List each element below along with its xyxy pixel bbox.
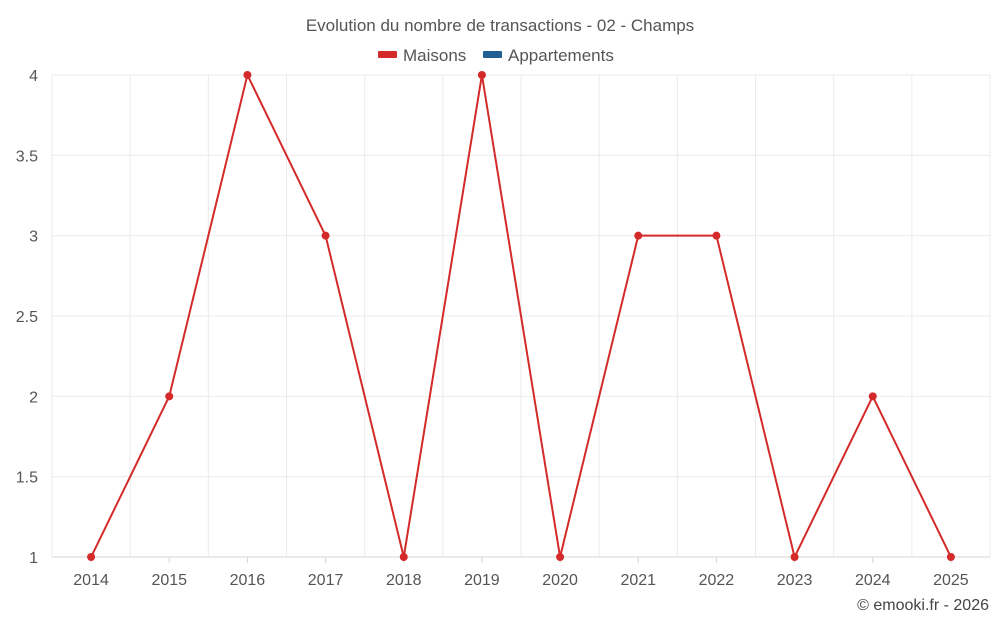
chart-title: Evolution du nombre de transactions - 02… bbox=[306, 16, 694, 35]
x-tick-label: 2017 bbox=[308, 572, 344, 589]
data-point[interactable] bbox=[946, 553, 955, 561]
x-tick-label: 2015 bbox=[151, 572, 187, 589]
x-tick-label: 2024 bbox=[855, 572, 891, 589]
x-tick-label: 2023 bbox=[777, 572, 813, 589]
series-line-maisons bbox=[90, 74, 952, 558]
x-tick-label: 2018 bbox=[386, 572, 422, 589]
credit-text: © emooki.fr - 2026 bbox=[857, 597, 989, 614]
legend-label: Maisons bbox=[403, 46, 466, 65]
y-tick-label: 3 bbox=[29, 229, 38, 246]
legend-item-maisons[interactable]: Maisons bbox=[378, 46, 466, 65]
data-point[interactable] bbox=[243, 71, 252, 79]
legend-item-appartements[interactable]: Appartements bbox=[483, 46, 614, 65]
data-point[interactable] bbox=[868, 392, 877, 401]
data-point[interactable] bbox=[790, 553, 799, 561]
x-tick-label: 2025 bbox=[933, 572, 969, 589]
x-tick-label: 2020 bbox=[542, 572, 578, 589]
y-tick-label: 2.5 bbox=[16, 309, 38, 326]
data-point[interactable] bbox=[634, 231, 643, 240]
series-layer bbox=[87, 71, 955, 561]
y-tick-label: 3.5 bbox=[16, 148, 38, 165]
x-tick-label: 2019 bbox=[464, 572, 500, 589]
data-point[interactable] bbox=[556, 553, 565, 561]
data-point[interactable] bbox=[712, 231, 721, 240]
data-point[interactable] bbox=[87, 553, 96, 561]
legend: Maisons Appartements bbox=[378, 46, 614, 65]
legend-label: Appartements bbox=[508, 46, 614, 65]
y-tick-label: 4 bbox=[29, 68, 38, 85]
data-point[interactable] bbox=[321, 231, 330, 240]
y-tick-label: 2 bbox=[29, 389, 38, 406]
x-tick-label: 2016 bbox=[230, 572, 266, 589]
legend-swatch bbox=[483, 51, 502, 58]
x-axis: 2014 2015 2016 2017 2018 2019 2020 2021 2022 2023… bbox=[73, 557, 969, 589]
legend-swatch bbox=[378, 51, 397, 58]
data-point[interactable] bbox=[165, 392, 174, 401]
y-tick-label: 1 bbox=[29, 550, 38, 567]
data-point[interactable] bbox=[399, 553, 408, 561]
x-tick-label: 2021 bbox=[620, 572, 656, 589]
x-tick-label: 2022 bbox=[699, 572, 735, 589]
x-tick-label: 2014 bbox=[73, 572, 109, 589]
y-tick-label: 1.5 bbox=[16, 470, 38, 487]
y-axis: 1 1.5 2 2.5 3 3.5 4 bbox=[16, 68, 38, 567]
data-point[interactable] bbox=[477, 71, 486, 79]
